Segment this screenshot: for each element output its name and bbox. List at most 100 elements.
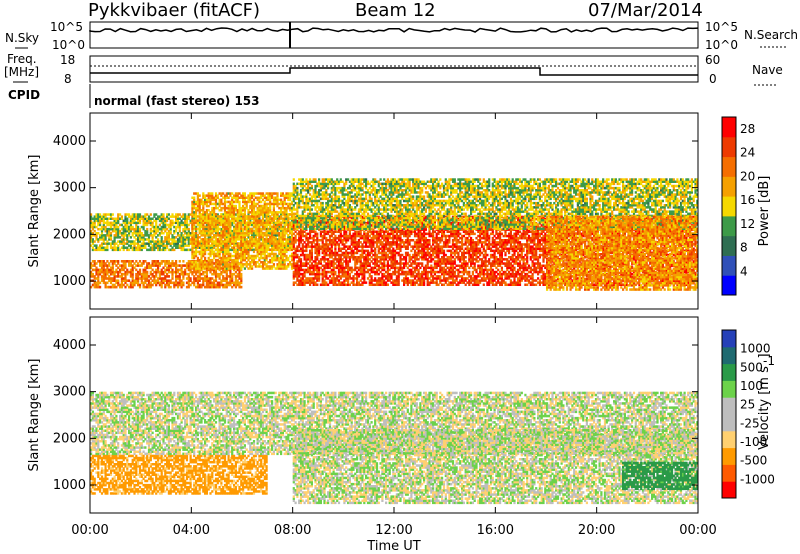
power-cell xyxy=(289,222,291,225)
freq-label-1: Freq. xyxy=(7,52,37,66)
power-cell xyxy=(235,205,237,208)
power-cell xyxy=(280,215,282,218)
power-cell xyxy=(269,230,271,233)
power-cell xyxy=(117,244,119,247)
power-cell xyxy=(99,213,101,216)
station-title: Pykkvibaer (fitACF) xyxy=(88,0,260,21)
date-title: 07/Mar/2014 xyxy=(588,0,703,21)
power-cell xyxy=(137,226,139,229)
cpid-value: normal (fast stereo) 153 xyxy=(94,94,260,108)
nave-tick-bottom: 0 xyxy=(709,72,717,86)
power-cell xyxy=(193,261,195,264)
power-cell xyxy=(269,265,271,268)
power-cell xyxy=(179,260,181,263)
power-cell xyxy=(269,192,271,195)
power-cell xyxy=(231,240,233,243)
power-cell xyxy=(307,256,309,259)
power-cell xyxy=(238,201,240,204)
nsky-label: N.Sky xyxy=(5,31,39,45)
power-cell xyxy=(269,253,271,256)
power-cell xyxy=(307,277,309,280)
power-cell xyxy=(289,213,291,216)
power-cell xyxy=(255,236,257,239)
power-cell xyxy=(231,192,233,195)
power-cell xyxy=(251,222,253,225)
power-cell xyxy=(251,265,253,268)
power-cell xyxy=(175,236,177,239)
power-cell xyxy=(307,245,309,248)
power-cell xyxy=(307,237,309,240)
power-cell xyxy=(99,282,101,285)
power-cell xyxy=(117,260,119,263)
power-cell xyxy=(231,273,233,276)
power-cell xyxy=(193,211,195,214)
power-cell xyxy=(269,249,271,252)
power-cell xyxy=(161,236,163,239)
power-cell xyxy=(162,213,164,216)
nsearch-tick-top: 10^5 xyxy=(705,20,738,34)
power-cell xyxy=(307,262,309,265)
freq-line xyxy=(90,68,698,75)
power-cell xyxy=(112,213,114,216)
power-cell xyxy=(175,260,177,263)
nsky-tick-bottom: 10^0 xyxy=(52,38,85,52)
power-cell xyxy=(307,254,309,256)
power-cell xyxy=(99,260,101,263)
freq-label-2: [MHz] xyxy=(4,65,39,79)
power-cell xyxy=(211,192,213,195)
power-heatmap xyxy=(90,178,698,290)
freq-tick-bottom: 8 xyxy=(64,72,72,86)
power-cell xyxy=(289,232,291,235)
power-cell xyxy=(204,226,206,229)
power-cell xyxy=(289,261,291,264)
power-cell xyxy=(117,240,119,243)
power-cell xyxy=(175,226,177,229)
power-cell xyxy=(137,213,139,216)
power-cell xyxy=(231,197,233,200)
freq-tick-top: 18 xyxy=(60,53,75,67)
power-cell xyxy=(199,236,201,239)
cpid-label: CPID xyxy=(8,88,40,102)
power-cell xyxy=(296,254,298,256)
power-cell xyxy=(117,267,119,270)
power-cell xyxy=(240,286,242,289)
power-cell xyxy=(168,275,170,278)
power-cell xyxy=(139,269,141,272)
power-cell xyxy=(269,215,271,218)
power-cell xyxy=(251,192,253,195)
power-cell xyxy=(155,260,157,263)
power-cell xyxy=(213,251,215,254)
power-cell xyxy=(231,259,233,262)
power-cell xyxy=(300,258,302,261)
power-cell xyxy=(182,282,184,285)
power-cell xyxy=(231,246,233,249)
power-cell xyxy=(231,267,233,270)
power-cell xyxy=(146,271,148,274)
power-cell xyxy=(231,255,233,257)
power-cell xyxy=(307,267,309,270)
power-cell xyxy=(269,259,271,262)
power-cell xyxy=(289,236,291,239)
power-cell xyxy=(213,230,215,233)
power-cell xyxy=(99,228,101,231)
power-cell xyxy=(117,226,119,229)
power-cell xyxy=(137,262,139,265)
power-cell xyxy=(150,213,152,216)
power-cell xyxy=(289,217,291,220)
nave-tick-top: 60 xyxy=(705,53,720,67)
power-cell xyxy=(155,218,157,221)
power-cell xyxy=(182,260,184,263)
power-cell xyxy=(251,215,253,218)
power-cell xyxy=(117,213,119,216)
power-cell xyxy=(269,222,271,225)
nsky-tick-top: 10^5 xyxy=(50,20,83,34)
power-cell xyxy=(213,203,215,206)
power-cell xyxy=(117,271,119,274)
power-cell xyxy=(155,240,157,243)
power-cell xyxy=(193,197,195,200)
nave-label: Nave xyxy=(752,63,783,77)
power-cell xyxy=(231,232,233,235)
power-cell xyxy=(99,286,101,289)
power-cell xyxy=(269,236,271,239)
nsearch-label: N.Search xyxy=(744,28,798,42)
